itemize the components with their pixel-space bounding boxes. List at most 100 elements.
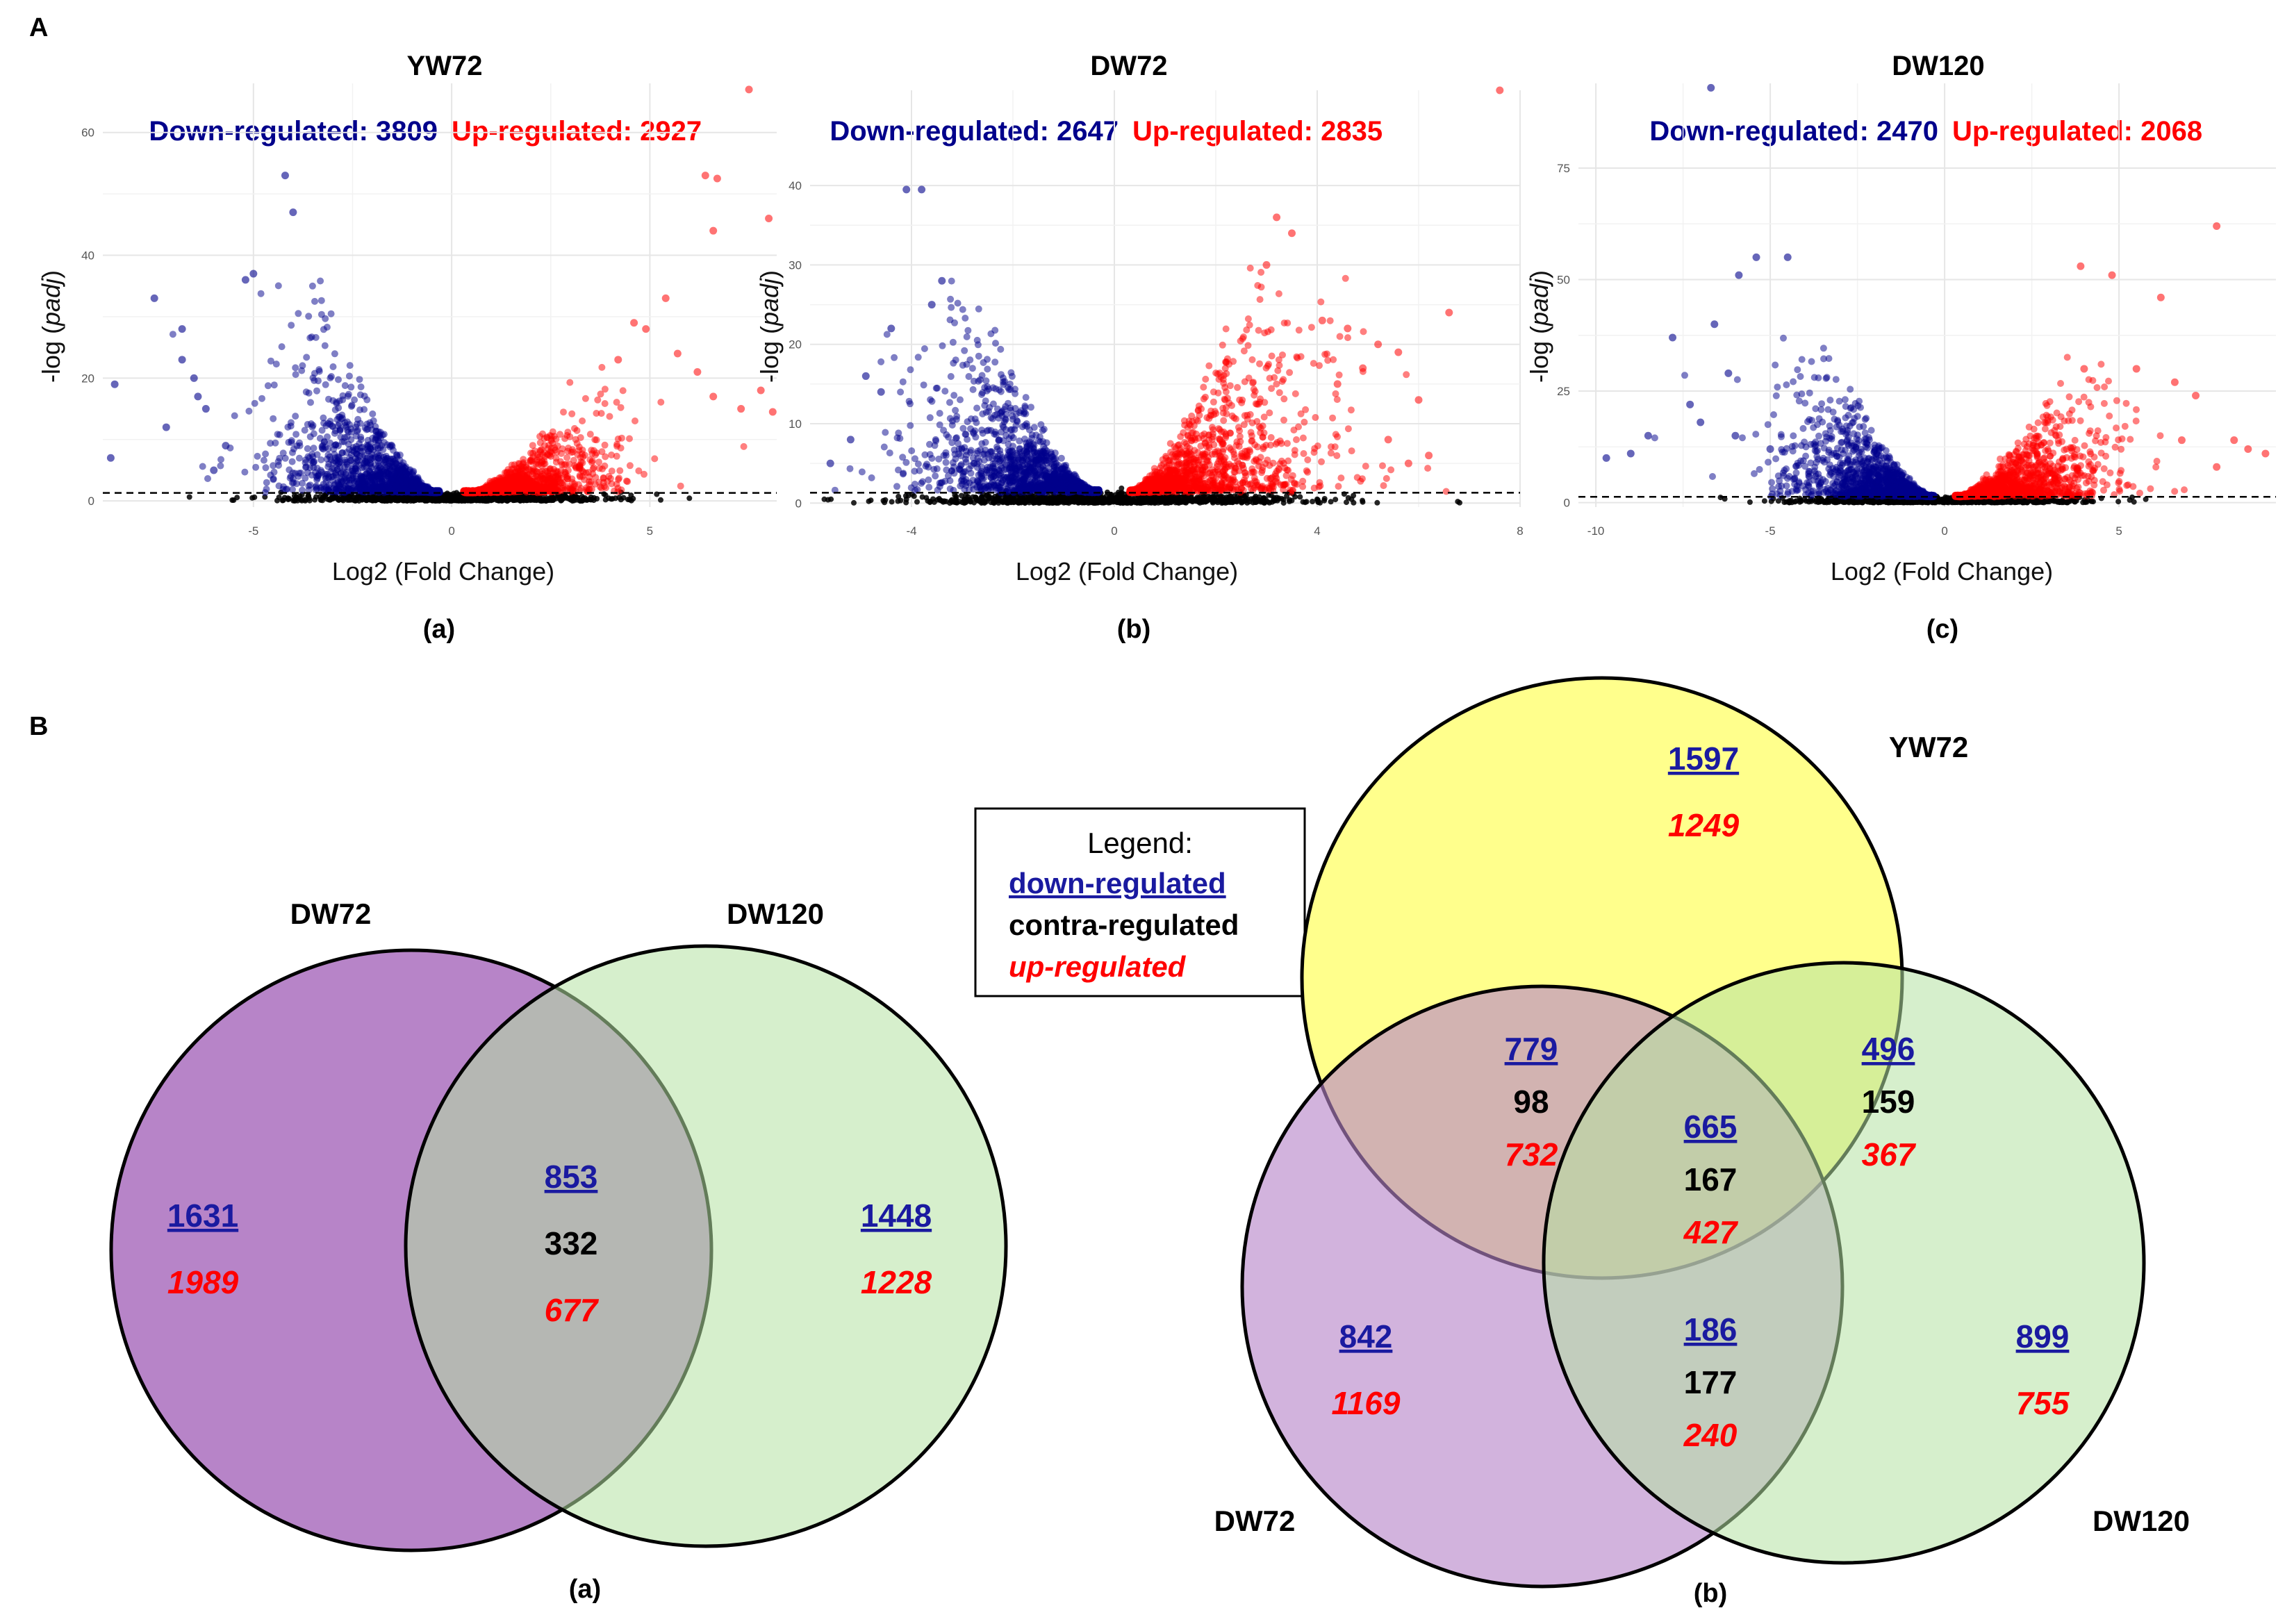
plot-a-down-point bbox=[334, 477, 342, 485]
plot-a-up-point bbox=[567, 488, 575, 496]
plot-a-ns-point bbox=[429, 495, 436, 502]
plot-a-down-point bbox=[337, 483, 344, 491]
plot-b-ns-point bbox=[1155, 497, 1161, 504]
plot-a-down-point bbox=[299, 479, 306, 487]
plot-a-down-point bbox=[308, 450, 316, 458]
plot-a-down-point bbox=[217, 456, 224, 463]
plot-a-up-point bbox=[601, 386, 609, 393]
plot-a-ns-point bbox=[360, 496, 366, 502]
plot-b-ns-point bbox=[991, 496, 998, 502]
plot-a-ns-point bbox=[279, 497, 286, 504]
plot-a-up-count: Up-regulated: 2927 bbox=[452, 116, 702, 147]
plot-a-up-outlier bbox=[737, 405, 745, 413]
plot-a-up-point bbox=[588, 447, 595, 454]
plot-b-down-point bbox=[925, 476, 932, 483]
plot-a-up-outlier bbox=[709, 392, 718, 401]
volcano-plot-a: YW72 Down-regulated: 3809 Up-regulated: … bbox=[37, 51, 777, 644]
plot-a-up-point bbox=[550, 469, 557, 477]
plot-b-ns-point bbox=[866, 498, 872, 504]
plot-a-down-outlier bbox=[106, 454, 115, 462]
plot-a-down-point bbox=[313, 472, 320, 480]
plot-a-up-point bbox=[503, 469, 511, 477]
plot-a-down-point bbox=[288, 322, 295, 329]
plot-b-ns-point bbox=[954, 499, 960, 506]
plot-b-ns-point bbox=[896, 493, 902, 499]
plot-a-up-point bbox=[581, 395, 589, 402]
plot-b-ns-point bbox=[1315, 498, 1321, 504]
plot-b-ns-point bbox=[1280, 500, 1287, 506]
plot-a-up-point bbox=[527, 456, 534, 464]
plot-b-ns-point bbox=[1085, 497, 1091, 504]
plot-a-down-point bbox=[387, 467, 395, 474]
plot-a-down-point bbox=[346, 362, 354, 370]
plot-a-ns-point bbox=[370, 495, 376, 501]
plot-a-ns-point bbox=[472, 497, 478, 503]
plot-b-ns-point bbox=[1125, 495, 1132, 502]
plot-a-up-point bbox=[586, 431, 594, 438]
plot-a-ns-point bbox=[439, 496, 445, 502]
plot-a-down-point bbox=[251, 399, 258, 407]
plot-a-up-point bbox=[626, 462, 634, 470]
plot-a-up-point bbox=[618, 434, 625, 442]
plot-a-up-point bbox=[577, 485, 585, 492]
plot-b-down-count: Down-regulated: 2647 bbox=[830, 116, 1119, 147]
plot-a-down-point bbox=[317, 456, 325, 463]
plot-a-down-point bbox=[307, 420, 315, 427]
plot-a-down-outlier bbox=[241, 276, 249, 284]
plot-a-down-point bbox=[386, 480, 393, 488]
plot-b-ns-point bbox=[914, 499, 920, 505]
plot-a-down-point bbox=[327, 374, 334, 382]
plot-b-ns-point bbox=[1264, 499, 1271, 505]
plot-a-up-outlier bbox=[673, 349, 682, 358]
plot-a-ns-point bbox=[274, 497, 280, 504]
plot-b-up-count: Up-regulated: 2835 bbox=[1132, 116, 1383, 147]
plot-a-up-point bbox=[544, 479, 552, 487]
plot-a-down-point bbox=[302, 456, 309, 464]
plot-a-down-point bbox=[292, 364, 299, 372]
plot-a-up-point bbox=[557, 467, 565, 474]
plot-a-ns-point bbox=[553, 495, 559, 502]
plot-b-down-point bbox=[882, 429, 889, 436]
plot-b-ns-point bbox=[1111, 497, 1117, 503]
plot-a-up-point bbox=[598, 448, 606, 456]
plot-b-ns-point bbox=[851, 499, 857, 506]
plot-a-x-tick-label: -5 bbox=[248, 524, 258, 538]
plot-b-ns-point bbox=[905, 492, 911, 499]
plot-a-up-point bbox=[577, 473, 584, 481]
plot-a-up-outlier bbox=[642, 325, 650, 333]
plot-a-up-point bbox=[543, 433, 551, 441]
plot-a-sub-label: (a) bbox=[423, 615, 455, 644]
plot-b-ns-point bbox=[930, 496, 936, 502]
plot-a-up-point bbox=[593, 410, 600, 417]
plot-a-up-point bbox=[502, 486, 510, 493]
plot-a-ns-point bbox=[312, 497, 318, 503]
plot-b-ns-point bbox=[941, 498, 948, 504]
plot-a-down-point bbox=[360, 474, 368, 482]
plot-a-ns-point bbox=[424, 497, 430, 504]
plot-a-up-point bbox=[616, 474, 622, 482]
plot-a-up-point bbox=[584, 488, 592, 496]
plot-b-ns-point bbox=[1233, 498, 1239, 504]
plot-a-down-point bbox=[308, 282, 316, 290]
plot-a-ns-point bbox=[413, 497, 419, 504]
plot-a-ns-point bbox=[588, 494, 594, 500]
plot-a-up-outlier bbox=[661, 294, 670, 302]
plot-b-ns-point bbox=[828, 496, 834, 502]
plot-a-ns-point bbox=[186, 494, 192, 500]
plot-a-up-point bbox=[592, 474, 600, 481]
plot-a-down-point bbox=[354, 426, 361, 434]
plot-a-up-point bbox=[593, 436, 600, 444]
plot-a-up-point bbox=[570, 456, 577, 464]
plot-a-up-outlier bbox=[630, 319, 638, 327]
plot-a-up-point bbox=[617, 445, 625, 451]
plot-a-up-point bbox=[543, 467, 550, 475]
plot-a-down-point bbox=[381, 456, 389, 463]
plot-b-ns-point bbox=[880, 497, 886, 504]
plot-a-up-point bbox=[487, 486, 495, 492]
plot-a-up-point bbox=[515, 461, 523, 467]
plot-a-up-point bbox=[594, 396, 602, 404]
plot-b-down-point bbox=[992, 340, 999, 347]
plot-b-ns-point bbox=[1119, 499, 1125, 506]
plot-a-down-point bbox=[392, 482, 399, 490]
